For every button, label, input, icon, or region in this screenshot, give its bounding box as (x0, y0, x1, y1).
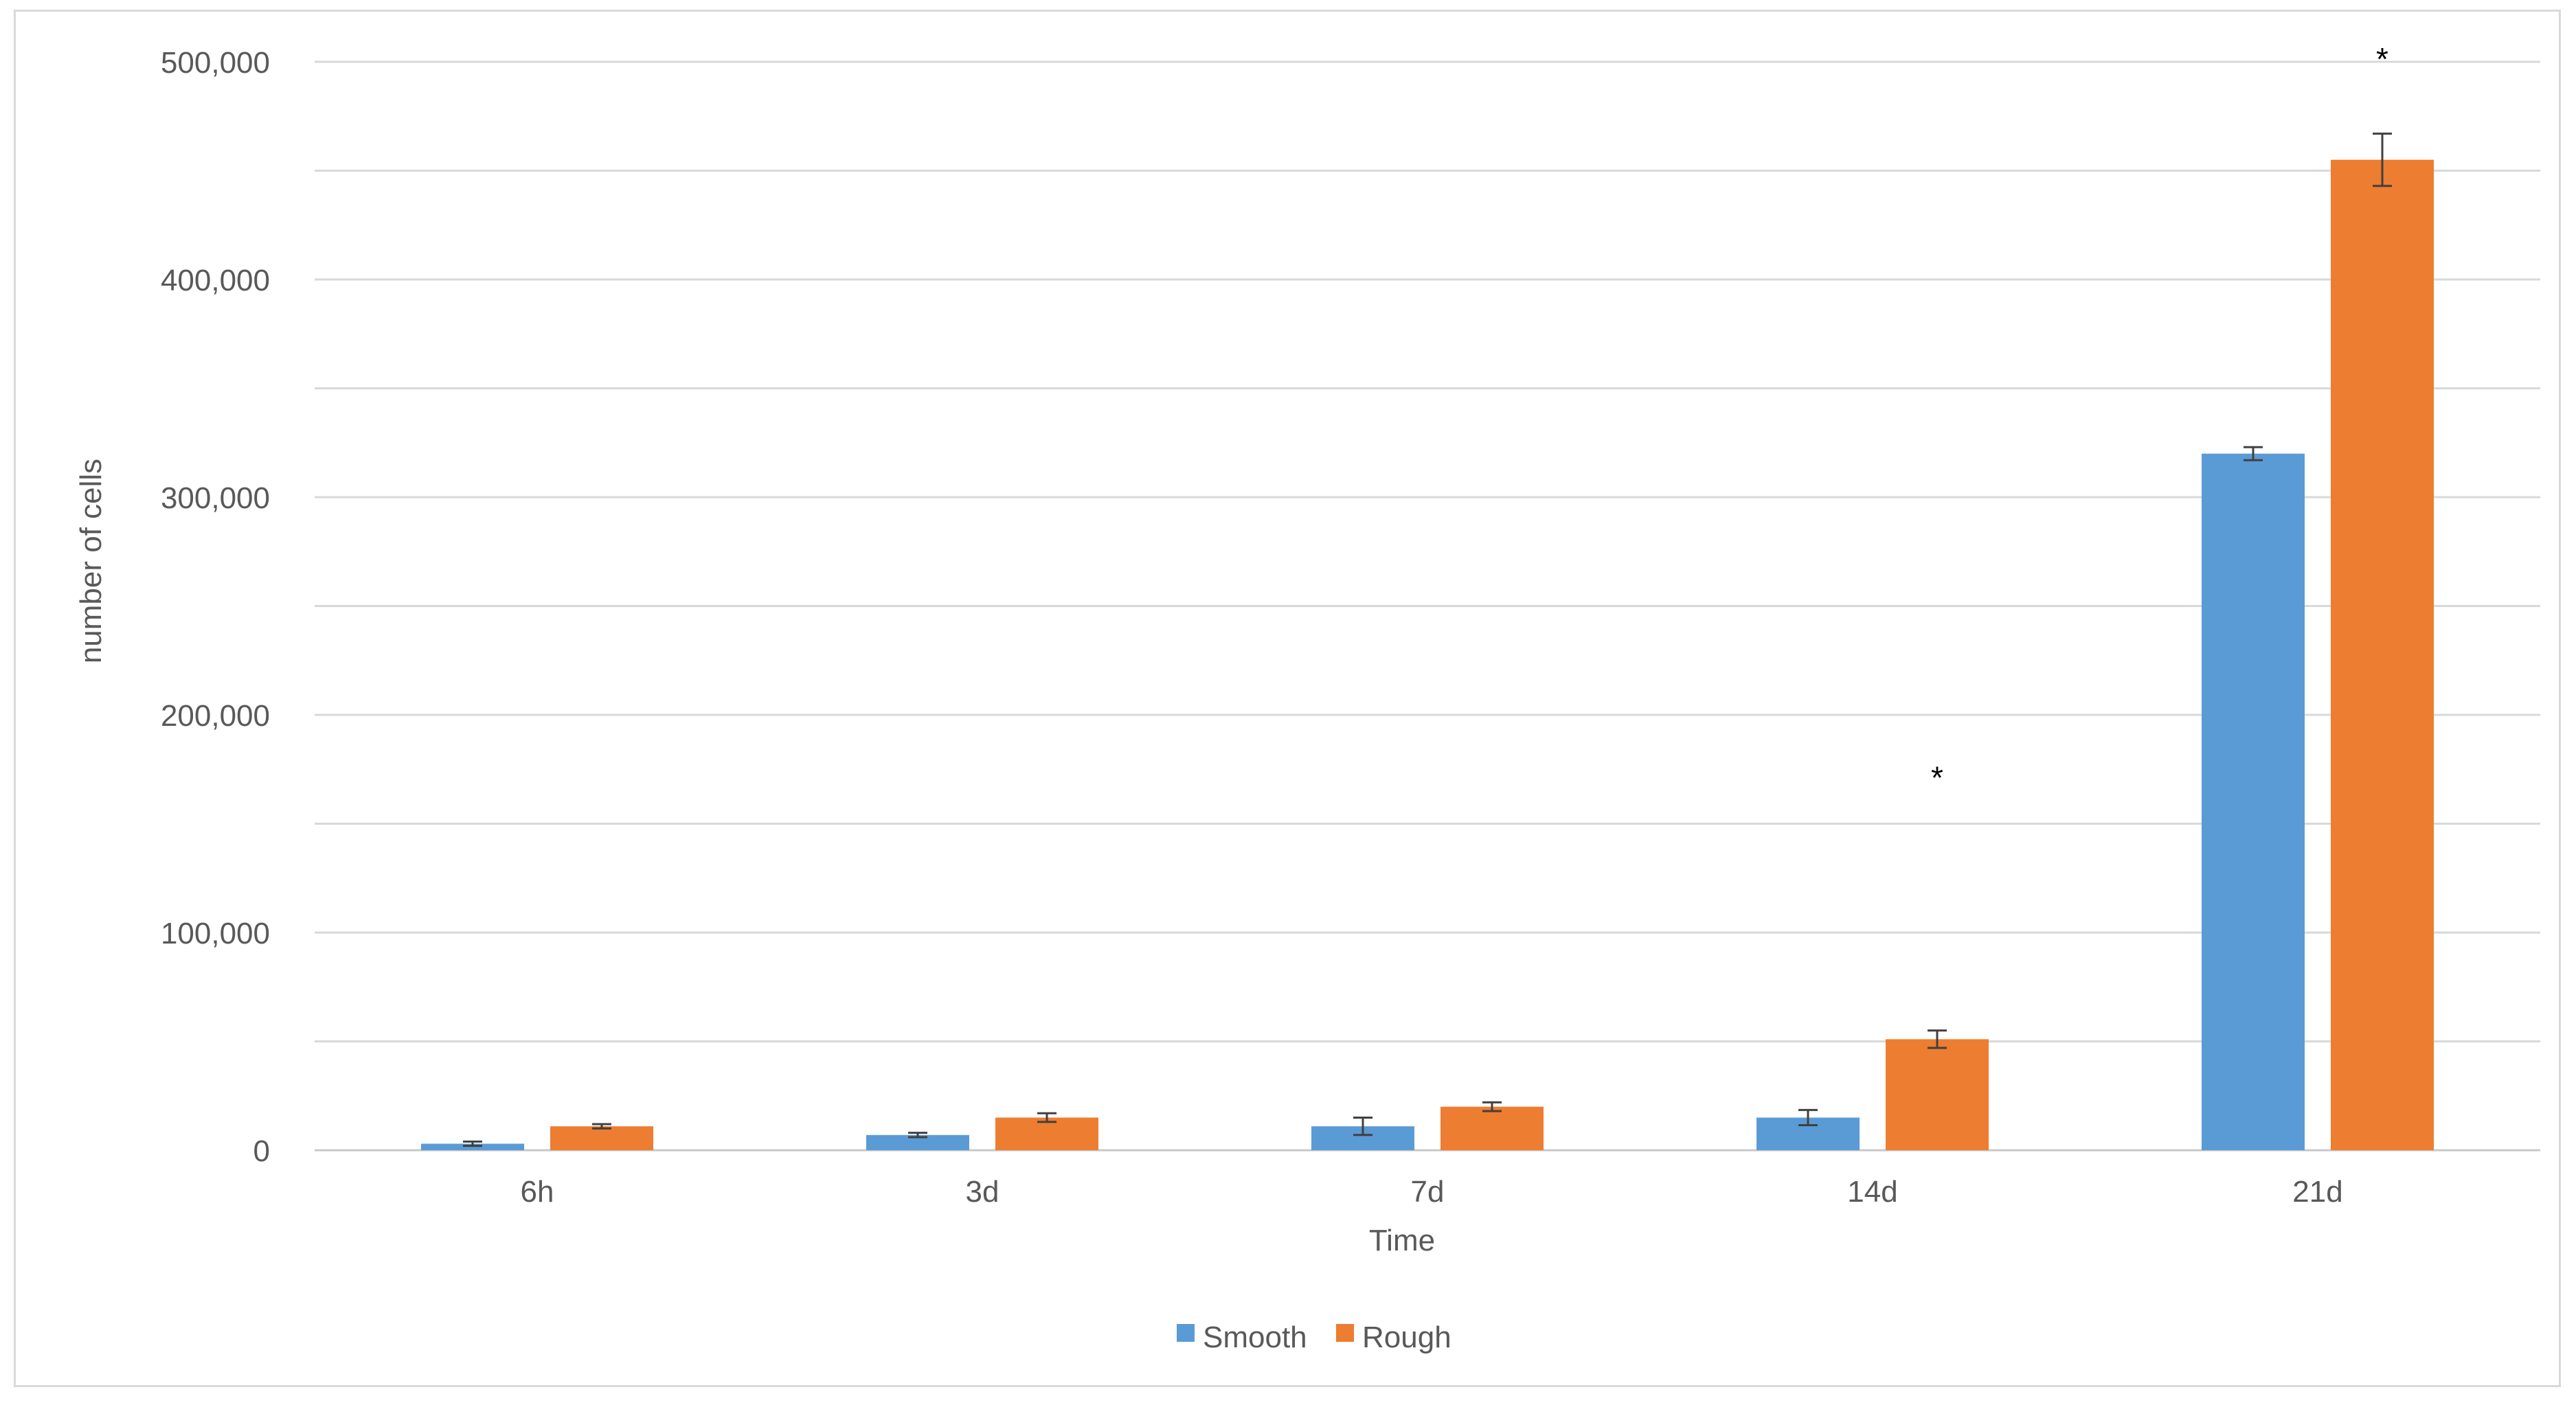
legend: Smooth Rough (1177, 1321, 1451, 1354)
chart-frame: 0 100,000 200,000 300,000 400,000 500,000 6h 3… (14, 10, 2561, 1387)
bar-smooth-3d (866, 1134, 969, 1150)
legend-swatch-rough (1336, 1324, 1354, 1342)
x-tick-label: 21d (2292, 1175, 2342, 1209)
significance-marker: * (2376, 41, 2388, 77)
y-tick-label: 500,000 (161, 46, 270, 80)
x-tick-label: 3d (966, 1175, 999, 1209)
legend-swatch-smooth (1177, 1324, 1195, 1342)
y-tick-label: 300,000 (161, 481, 270, 515)
y-tick-label: 100,000 (161, 917, 270, 950)
bar-smooth-6h (421, 1143, 524, 1150)
x-tick-label: 14d (1847, 1175, 1897, 1209)
x-tick-labels: 6h 3d 7d 14d 21d (521, 1175, 2343, 1209)
x-tick-label: 6h (521, 1175, 554, 1209)
bars (421, 159, 2434, 1150)
x-tick-label: 7d (1411, 1175, 1445, 1209)
y-tick-labels: 0 100,000 200,000 300,000 400,000 500,000 (161, 46, 270, 1168)
bar-rough-6h (550, 1126, 653, 1150)
bar-rough-21d (2331, 159, 2434, 1150)
error-bars (463, 133, 2392, 1147)
gridlines (315, 60, 2540, 1152)
y-tick-label: 200,000 (161, 699, 270, 733)
bar-chart: 0 100,000 200,000 300,000 400,000 500,000 6h 3… (74, 41, 2540, 1354)
y-tick-label: 400,000 (161, 264, 270, 297)
bar-rough-7d (1440, 1106, 1544, 1150)
y-axis-title: number of cells (74, 459, 108, 663)
y-tick-label: 0 (253, 1134, 270, 1168)
legend-label-smooth: Smooth (1203, 1321, 1307, 1354)
annotations: ** (1931, 41, 2388, 795)
bar-rough-14d (1886, 1039, 1989, 1150)
legend-label-rough: Rough (1362, 1321, 1451, 1354)
bar-smooth-21d (2202, 453, 2305, 1150)
x-axis-title: Time (1369, 1224, 1435, 1257)
bar-rough-3d (995, 1117, 1098, 1150)
significance-marker: * (1931, 760, 1943, 795)
